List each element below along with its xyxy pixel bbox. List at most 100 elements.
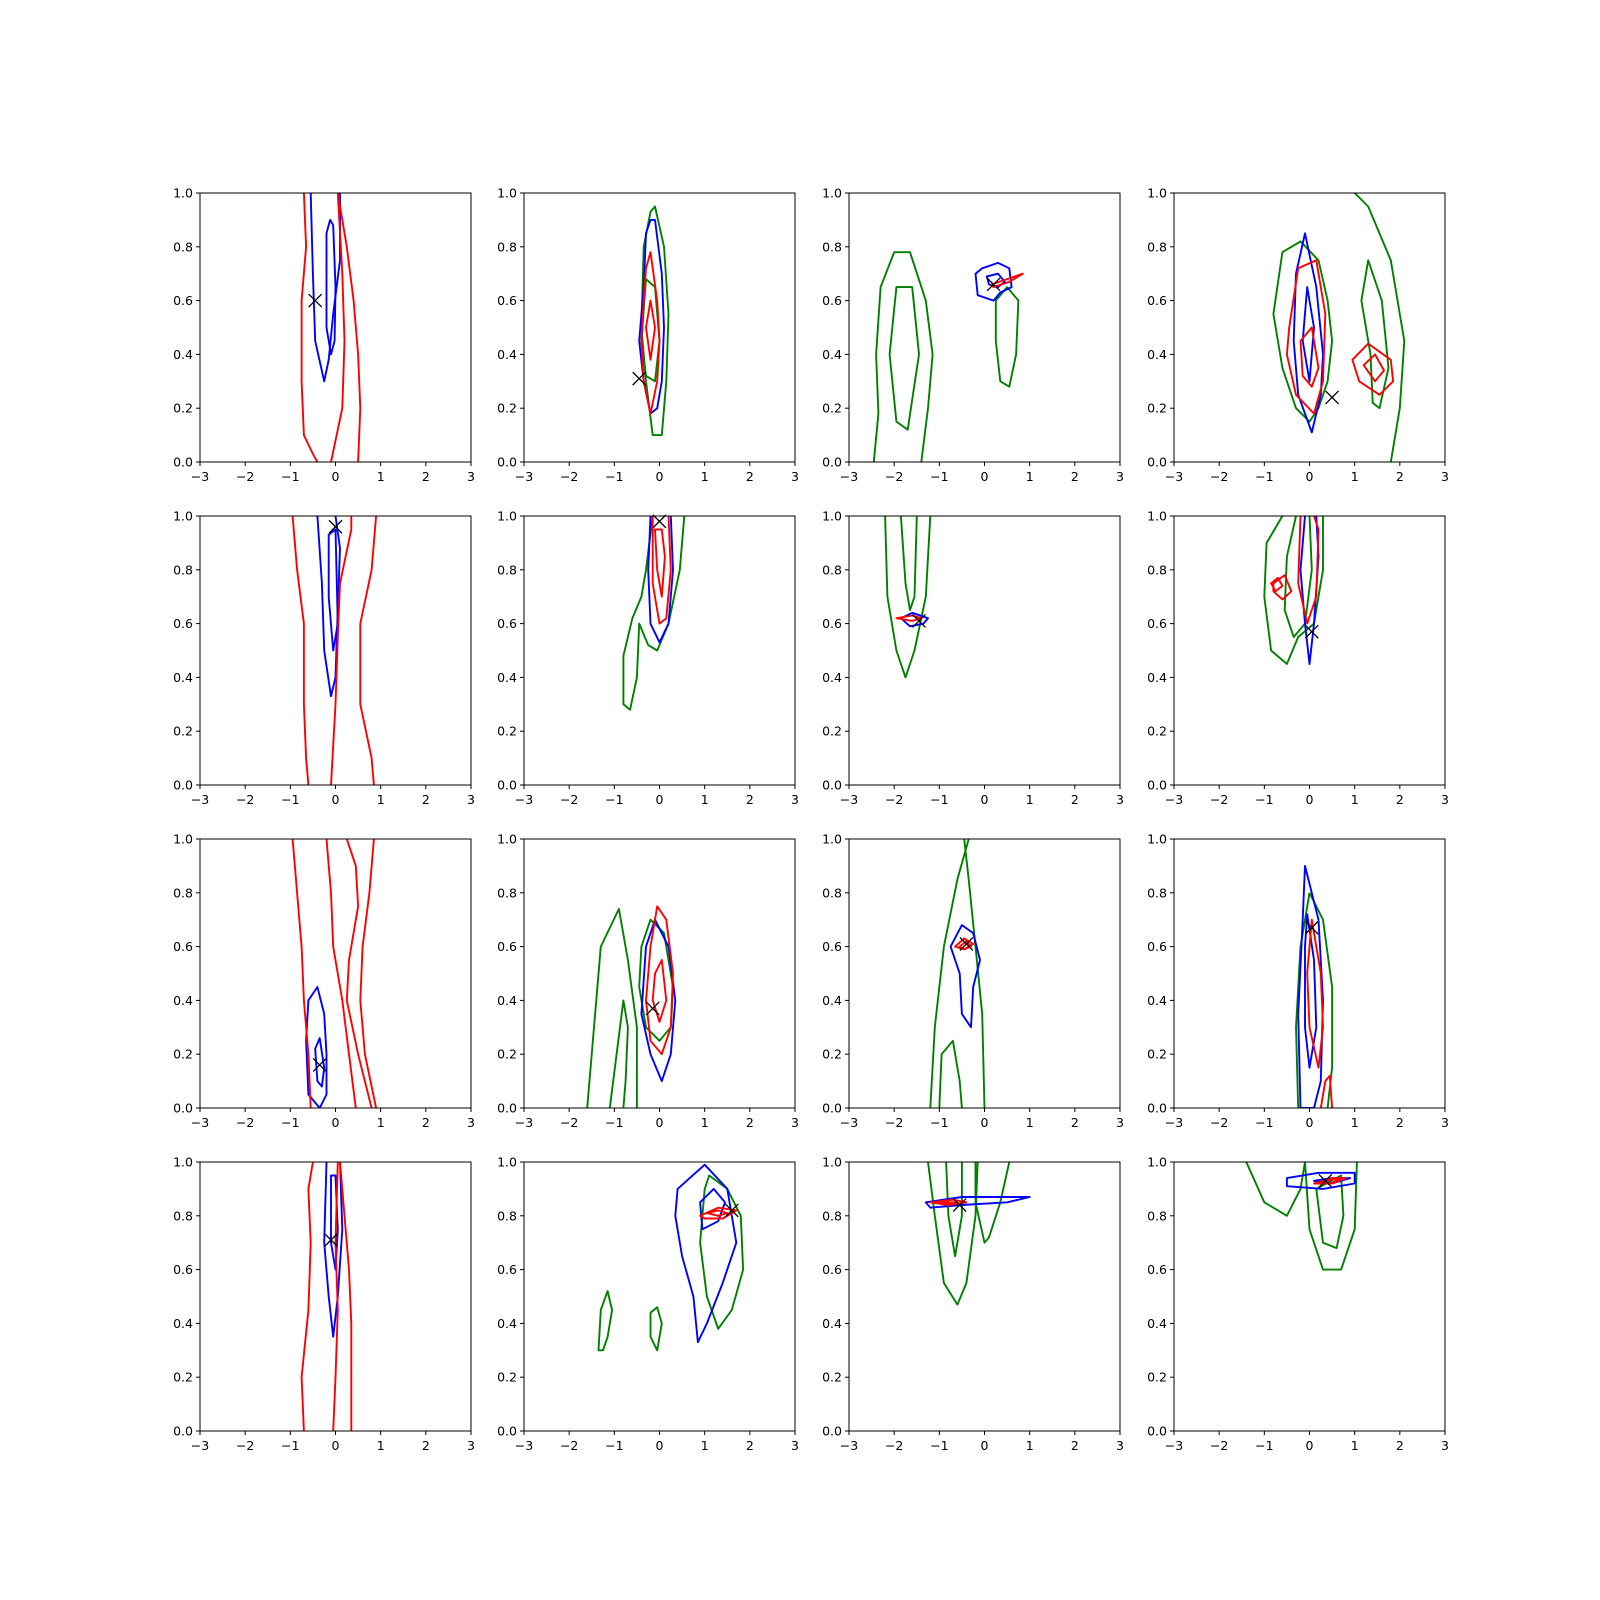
y-tick-label: 0.0 (822, 1101, 842, 1116)
y-tick-label: 0.0 (1147, 778, 1167, 793)
x-tick-label: −1 (605, 1438, 623, 1453)
y-tick-label: 1.0 (497, 186, 517, 201)
red-contour-2 (654, 528, 666, 598)
green-contour-2 (963, 839, 986, 1108)
subplot-3-2: −3 −2 −1 0 1 2 3 0.0 0.2 0.4 0.6 0.8 1.0 (497, 832, 799, 1131)
x-tick-label: −3 (840, 792, 858, 807)
x-tick-label: −3 (1165, 1115, 1183, 1130)
x-tick-label: 2 (1071, 792, 1079, 807)
green-contour-2 (608, 999, 629, 1108)
x-tick-label: 2 (422, 1115, 430, 1130)
red-contour-2 (330, 516, 353, 785)
y-tick-label: 0.0 (497, 455, 517, 470)
x-tick-label: 2 (746, 1115, 754, 1130)
y-tick-label: 0.4 (822, 1316, 842, 1331)
red-contour-2 (705, 1209, 729, 1217)
y-tick-label: 0.4 (497, 670, 517, 685)
x-tick-label: 0 (656, 1438, 664, 1453)
x-tick-label: 1 (377, 792, 385, 807)
red-contour-1 (1297, 516, 1320, 625)
blue-contour-1 (1297, 864, 1324, 1108)
blue-contour-1 (640, 918, 677, 1083)
y-tick-label: 0.2 (822, 724, 842, 739)
subplot-4-2: −3 −2 −1 0 1 2 3 0.0 0.2 0.4 0.6 0.8 1.0 (497, 1155, 799, 1454)
red-contour-1 (1285, 259, 1327, 415)
x-marker (645, 1001, 660, 1016)
x-tick-label: 3 (1116, 792, 1124, 807)
red-contour-1 (300, 1162, 314, 1431)
x-tick-label: −1 (605, 469, 623, 484)
y-tick-label: 0.8 (1147, 562, 1167, 577)
x-tick-label: −2 (885, 1115, 903, 1130)
x-marker (1304, 624, 1319, 639)
x-tick-label: 0 (1306, 469, 1314, 484)
x-tick-label: −2 (236, 792, 254, 807)
y-tick-label: 0.0 (497, 1424, 517, 1439)
green-contour-2 (1283, 516, 1313, 638)
y-tick-label: 0.8 (822, 885, 842, 900)
x-tick-label: −3 (1165, 792, 1183, 807)
green-contour-3 (1360, 259, 1390, 410)
red-contour-2 (1319, 1074, 1334, 1108)
x-tick-label: 3 (1441, 469, 1449, 484)
y-tick-label: 1.0 (497, 509, 517, 524)
x-tick-label: 2 (1071, 469, 1079, 484)
red-contour-2 (1317, 1178, 1343, 1185)
y-tick-label: 0.4 (173, 993, 193, 1008)
x-marker (328, 519, 343, 534)
x-tick-label: −1 (281, 792, 299, 807)
red-contour-3 (336, 193, 362, 462)
x-tick-label: 2 (422, 792, 430, 807)
x-tick-label: 0 (981, 1438, 989, 1453)
x-tick-label: 1 (1026, 1438, 1034, 1453)
x-tick-label: 0 (656, 792, 664, 807)
x-tick-label: 1 (701, 792, 709, 807)
green-contour-2 (597, 1290, 614, 1352)
y-tick-label: 1.0 (1147, 186, 1167, 201)
blue-contour-1 (1285, 1171, 1356, 1190)
y-tick-label: 0.8 (173, 885, 193, 900)
red-contour-1 (929, 1198, 968, 1206)
y-tick-label: 0.6 (1147, 616, 1167, 631)
x-tick-label: −3 (191, 792, 209, 807)
x-tick-label: −1 (281, 1438, 299, 1453)
y-tick-label: 0.6 (822, 293, 842, 308)
green-contour-2 (899, 516, 918, 612)
green-contour-2 (1295, 892, 1311, 1108)
y-tick-label: 0.4 (173, 670, 193, 685)
x-marker (724, 1203, 739, 1218)
y-tick-label: 0.0 (497, 1101, 517, 1116)
y-tick-label: 0.6 (497, 293, 517, 308)
contour-lines (300, 1162, 353, 1431)
x-marker (632, 371, 647, 386)
y-tick-label: 0.2 (173, 1047, 193, 1062)
contour-lines (872, 251, 1024, 462)
y-tick-label: 0.6 (822, 1262, 842, 1277)
x-tick-label: −1 (930, 469, 948, 484)
green-contour-3 (994, 286, 1020, 388)
x-tick-label: 0 (332, 469, 340, 484)
x-tick-label: −1 (1255, 469, 1273, 484)
red-contour-1 (291, 839, 312, 1108)
y-tick-label: 1.0 (822, 1155, 842, 1170)
x-tick-label: −1 (930, 792, 948, 807)
x-tick-label: 0 (1306, 1438, 1314, 1453)
y-tick-label: 1.0 (822, 186, 842, 201)
subplot-1-3: −3 −2 −1 0 1 2 3 0.0 0.2 0.4 0.6 0.8 1.0 (822, 186, 1124, 485)
contour-lines (1295, 864, 1334, 1108)
y-tick-label: 0.2 (822, 1047, 842, 1062)
y-tick-label: 0.2 (497, 401, 517, 416)
blue-contour-1 (674, 1163, 738, 1344)
x-tick-label: 1 (377, 1115, 385, 1130)
red-contour-1 (651, 516, 672, 625)
y-tick-label: 0.8 (822, 239, 842, 254)
subplot-3-3: −3 −2 −1 0 1 2 3 0.0 0.2 0.4 0.6 0.8 1.0 (822, 832, 1124, 1131)
red-contour-1 (300, 193, 319, 462)
subplot-1-2: −3 −2 −1 0 1 2 3 0.0 0.2 0.4 0.6 0.8 1.0 (497, 186, 799, 485)
y-tick-label: 1.0 (1147, 832, 1167, 847)
x-tick-label: 1 (1026, 792, 1034, 807)
blue-contour-1 (305, 986, 328, 1108)
x-tick-label: 1 (701, 1438, 709, 1453)
blue-contour-1 (309, 193, 341, 383)
y-tick-label: 0.8 (173, 562, 193, 577)
